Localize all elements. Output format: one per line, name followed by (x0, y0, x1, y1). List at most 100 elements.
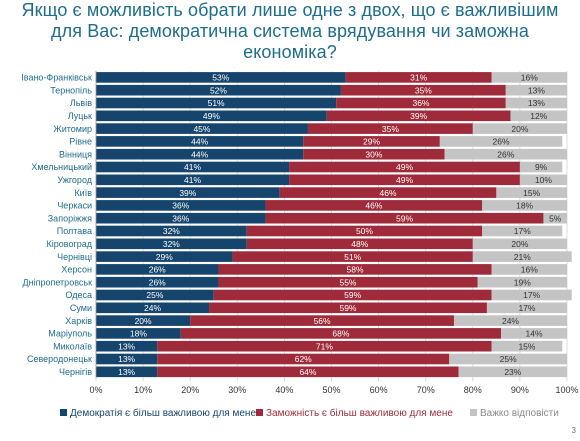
data-label: 18% (516, 201, 533, 211)
bar-segment (472, 123, 567, 134)
data-label: 68% (332, 329, 349, 339)
data-label: 41% (184, 175, 201, 185)
bar-segment (180, 328, 502, 339)
data-label: 71% (316, 341, 333, 351)
data-label: 44% (191, 149, 208, 159)
bar-segment (510, 110, 567, 122)
bar-segment (458, 366, 567, 378)
data-label: 12% (530, 111, 547, 121)
category-label: Львів (70, 98, 92, 108)
bar-segment (96, 302, 210, 314)
data-label: 39% (179, 188, 196, 198)
data-label: 59% (344, 290, 361, 300)
bar-segment (303, 148, 445, 160)
data-label: 17% (514, 226, 531, 236)
category-label: Черкаси (57, 201, 92, 211)
bar-segment (96, 328, 181, 339)
category-label: Одеса (65, 290, 92, 300)
bar-segment (246, 238, 473, 250)
category-label: Маріуполь (48, 329, 92, 339)
bar-segment (96, 289, 214, 301)
data-label: 62% (295, 354, 312, 364)
data-label: 29% (156, 252, 173, 262)
bar-segment (496, 187, 567, 198)
bar-segment (96, 72, 346, 83)
data-label: 16% (521, 73, 538, 83)
x-tick-label: 60% (370, 385, 388, 395)
bar-segment (303, 136, 440, 147)
bar-segment (505, 97, 567, 109)
x-tick-label: 30% (228, 385, 246, 395)
category-label: Суми (70, 303, 92, 313)
bar-segment (486, 302, 567, 314)
bar-segment (345, 72, 492, 83)
data-label: 36% (172, 201, 189, 211)
bar-segment (491, 72, 567, 83)
data-label: 25% (146, 290, 163, 300)
legend-swatch (256, 409, 263, 416)
category-label: Житомир (53, 124, 92, 134)
bar-segment (157, 353, 450, 365)
data-label: 49% (396, 175, 413, 185)
bar-segment (472, 251, 572, 262)
data-label: 26% (149, 265, 166, 275)
category-label: Луцьк (68, 111, 92, 121)
bar-segment (218, 276, 478, 288)
bar-segment (543, 212, 567, 224)
data-label: 17% (518, 303, 535, 313)
data-label: 36% (412, 98, 429, 108)
category-label: Рівне (69, 137, 92, 147)
bar-segment (96, 340, 158, 352)
data-label: 9% (535, 162, 548, 172)
data-label: 59% (339, 303, 356, 313)
category-label: Полтава (57, 226, 92, 236)
x-tick-label: 80% (464, 385, 482, 395)
data-label: 14% (526, 329, 543, 339)
bar-segment (96, 187, 280, 198)
bar-segment (96, 212, 266, 224)
page-number: 3 (571, 426, 576, 435)
x-tick-label: 90% (511, 385, 529, 395)
bar-segment (96, 353, 158, 365)
bar-segment (232, 251, 473, 262)
bar-segment (96, 161, 290, 173)
category-label: Миколаїв (53, 341, 92, 351)
data-label: 35% (382, 124, 399, 134)
bar-segment (307, 123, 473, 134)
bar-segment (96, 264, 219, 275)
data-label: 49% (396, 162, 413, 172)
bar-segment (491, 289, 572, 301)
bar-segment (96, 276, 219, 288)
bar-segment (96, 315, 191, 326)
bar-segment (444, 148, 567, 160)
data-label: 15% (523, 188, 540, 198)
bar-segment (453, 315, 567, 326)
bar-segment (96, 251, 233, 262)
bar-segment (96, 174, 290, 186)
bar-segment (96, 366, 158, 378)
bar-segment (439, 136, 563, 147)
data-label: 17% (523, 290, 540, 300)
category-label: Чернігів (59, 367, 92, 377)
bar-segment (491, 264, 567, 275)
data-label: 19% (514, 277, 531, 287)
bar-segment (96, 238, 247, 250)
bar-segment (501, 328, 567, 339)
data-label: 58% (347, 265, 364, 275)
bar-segment (157, 340, 492, 352)
data-label: 24% (502, 316, 519, 326)
bar-segment (265, 200, 483, 211)
data-label: 10% (535, 175, 552, 185)
bar-segment (336, 97, 506, 109)
bar-segment (96, 148, 304, 160)
data-label: 13% (118, 367, 135, 377)
bar-segment (96, 110, 327, 122)
bar-segment (505, 84, 567, 96)
data-label: 26% (497, 149, 514, 159)
category-label: Северодонецьк (27, 354, 92, 364)
data-label: 13% (118, 354, 135, 364)
bar-segment (472, 238, 567, 250)
legend-swatch (470, 409, 477, 416)
category-label: Хмельницький (31, 162, 92, 172)
data-label: 35% (415, 85, 432, 95)
